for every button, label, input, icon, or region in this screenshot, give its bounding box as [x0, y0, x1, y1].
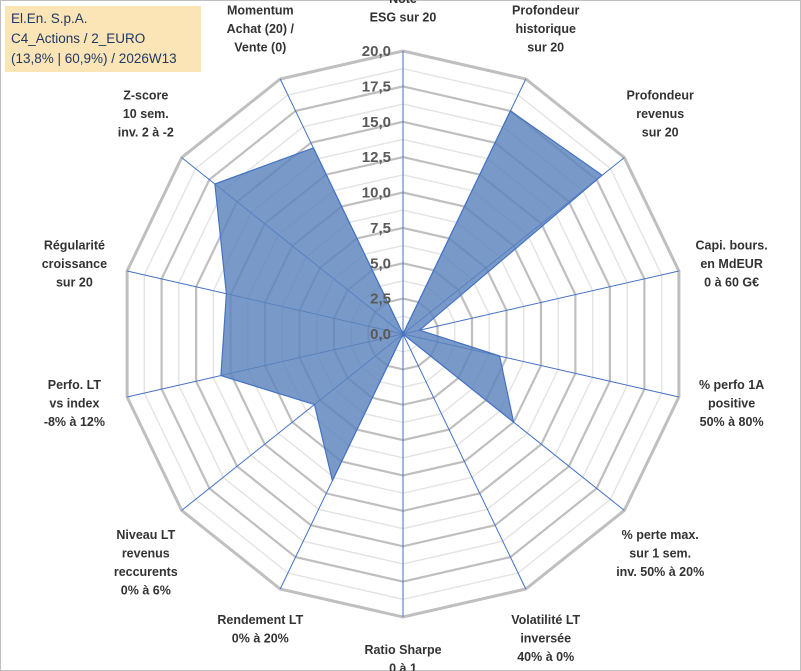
axis-label-line: historique — [515, 22, 575, 36]
axis-label-line: Volatilité LT — [511, 613, 580, 627]
tick-label: 15,0 — [362, 114, 391, 131]
axis-label-line: en MdEUR — [700, 257, 763, 271]
axis-label: Régularité croissance sur 20 — [42, 239, 107, 290]
axis-label-line: Perfo. LT — [48, 378, 102, 392]
axis-label: % perfo 1A positive 50% à 80% — [699, 378, 764, 429]
axis-label-line: Capi. bours. — [695, 239, 767, 253]
axis-label: Profondeur revenus sur 20 — [627, 88, 694, 139]
axis-label-line: sur 20 — [642, 125, 679, 139]
axis-label-line: positive — [708, 396, 755, 410]
tick-label: 17,5 — [362, 78, 391, 95]
axis-label-line: vs index — [49, 396, 99, 410]
axis-label-line: inversée — [520, 631, 571, 645]
axis-label-line: 50% à 80% — [700, 415, 764, 429]
axis-label-line: Z-score — [123, 88, 168, 102]
axis-label-line: Achat (20) / — [227, 22, 295, 36]
axis-label-line: 0% à 20% — [232, 631, 289, 645]
axis-label: Z-score 10 sem. inv. 2 à -2 — [118, 88, 174, 139]
tick-label: 12,5 — [362, 149, 391, 166]
tick-label: 2,5 — [370, 291, 391, 308]
ratio-period: (13,8% | 60,9%) / 2026W13 — [11, 51, 177, 66]
axis-spoke — [402, 333, 527, 590]
axis-label: Ratio Sharpe 0 à 1 — [364, 643, 441, 671]
chart-title-box: El.En. S.p.A. C4_Actions / 2_EURO (13,8%… — [5, 6, 201, 72]
axis-label-line: % perfo 1A — [699, 378, 764, 392]
axis-label-line: 0% à 6% — [121, 584, 171, 598]
axis-label-line: 10 sem. — [123, 107, 169, 121]
axis-label: Note ESG sur 20 — [370, 0, 437, 25]
tick-label: 7,5 — [370, 220, 391, 237]
company-name: El.En. S.p.A. — [11, 11, 88, 26]
axis-label-line: % perte max. — [622, 528, 699, 542]
portfolio-category: C4_Actions / 2_EURO — [11, 31, 146, 46]
axis-spoke — [402, 270, 680, 335]
axis-label: Capi. bours. en MdEUR 0 à 60 G€ — [695, 239, 767, 290]
axis-label-line: croissance — [42, 257, 107, 271]
axis-label: Volatilité LT inversée 40% à 0% — [511, 613, 580, 664]
axis-label-line: revenus — [122, 547, 170, 561]
axis-label-line: sur 20 — [56, 276, 93, 290]
axis-label-line: Profondeur — [627, 88, 694, 102]
axis-label: Perfo. LT vs index -8% à 12% — [44, 378, 105, 429]
axis-label-line: Régularité — [44, 239, 105, 253]
axis-label-line: sur 1 sem. — [629, 547, 691, 561]
series-area — [214, 110, 603, 482]
axis-label-line: reccurents — [114, 565, 178, 579]
axis-label-line: inv. 2 à -2 — [118, 125, 174, 139]
axis-label-line: 0 à 60 G€ — [704, 276, 759, 290]
tick-label: 5,0 — [370, 255, 391, 272]
axis-label: % perte max. sur 1 sem. inv. 50% à 20% — [616, 528, 704, 579]
tick-label: 20,0 — [362, 43, 391, 60]
axis-label-line: Ratio Sharpe — [364, 643, 441, 657]
axis-label-line: Vente (0) — [234, 41, 286, 55]
axis-label-line: sur 20 — [527, 41, 564, 55]
axis-label-line: 40% à 0% — [517, 650, 574, 664]
axis-label: Niveau LT revenus reccurents 0% à 6% — [114, 528, 178, 598]
axis-label-line: Rendement LT — [217, 613, 303, 627]
axis-label-line: -8% à 12% — [44, 415, 105, 429]
axis-label-line: Momentum — [227, 4, 294, 18]
axis-label-line: inv. 50% à 20% — [616, 565, 704, 579]
axis-label-line: ESG sur 20 — [370, 11, 437, 25]
axis-label-line: 0 à 1 — [389, 662, 417, 671]
axis-label-line: Note — [389, 0, 417, 6]
axis-label: Profondeur historique sur 20 — [512, 4, 579, 55]
axis-label-line: Profondeur — [512, 4, 579, 18]
axis-label: Rendement LT 0% à 20% — [217, 613, 303, 646]
axis-label-line: Niveau LT — [116, 528, 175, 542]
tick-label: 0,0 — [370, 326, 391, 343]
axis-label-line: revenus — [636, 107, 684, 121]
tick-label: 10,0 — [362, 185, 391, 202]
axis-label: Momentum Achat (20) / Vente (0) — [227, 4, 295, 55]
